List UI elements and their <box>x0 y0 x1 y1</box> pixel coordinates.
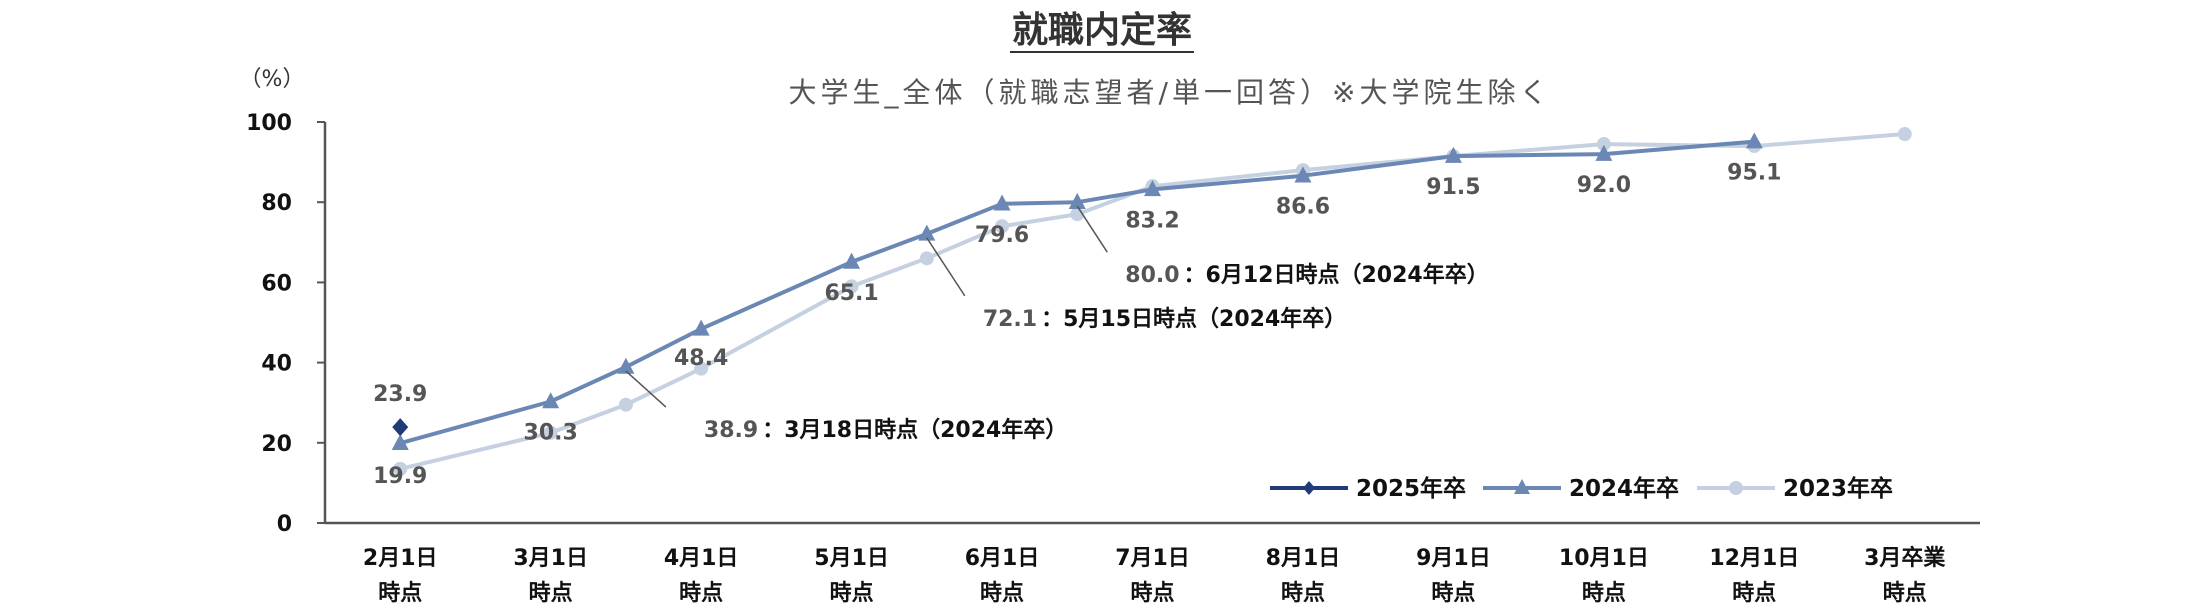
legend-marker <box>1729 481 1743 495</box>
data-point <box>1897 127 1912 142</box>
x-tick-label-sub: 時点 <box>980 580 1024 606</box>
x-tick-label-sub: 時点 <box>830 580 874 606</box>
callout-value: 80.0 <box>1125 263 1179 288</box>
callout-text: ：5月15日時点（2024年卒） <box>1041 306 1346 332</box>
data-label: 30.3 <box>524 420 578 445</box>
data-point <box>543 425 558 440</box>
data-label: 83.2 <box>1125 208 1179 233</box>
x-tick-label-sub: 時点 <box>1582 580 1626 606</box>
x-tick-label-sub: 時点 <box>1281 580 1325 606</box>
data-point <box>843 252 861 269</box>
series-layer <box>391 127 1912 476</box>
x-tick-label-sub: 時点 <box>1732 580 1776 606</box>
x-tick-label: 12月1日 <box>1709 546 1799 571</box>
legend-label: 2023年卒 <box>1783 475 1893 502</box>
data-point <box>1444 146 1462 163</box>
legend-label: 2025年卒 <box>1356 475 1466 502</box>
series-line <box>399 139 1755 446</box>
legend-label: 2024年卒 <box>1569 475 1679 502</box>
x-tick-label: 2月1日 <box>363 546 438 571</box>
x-tick-label-sub: 時点 <box>679 580 723 606</box>
chart-subtitle: 大学生_全体（就職志望者/単一回答）※大学院生除く <box>789 76 1552 109</box>
x-tick-label: 5月1日 <box>814 546 889 571</box>
x-tick-label: 7月1日 <box>1115 546 1190 571</box>
x-tick-label-sub: 時点 <box>1130 580 1174 606</box>
x-tick-label: 10月1日 <box>1559 546 1649 571</box>
series-line <box>399 132 1905 471</box>
legend-marker <box>1514 479 1530 494</box>
callout-value: 38.9 <box>704 418 758 443</box>
data-point <box>1595 144 1613 161</box>
data-point <box>692 319 710 336</box>
x-tick-label-sub: 時点 <box>1431 580 1475 606</box>
y-tick-label: 40 <box>261 352 292 377</box>
x-tick-label: 3月1日 <box>513 546 588 571</box>
data-point <box>542 392 560 409</box>
data-label: 91.5 <box>1426 175 1480 200</box>
data-point <box>694 361 709 376</box>
x-tick-label: 8月1日 <box>1266 546 1341 571</box>
y-tick-label: 100 <box>246 111 292 136</box>
legend-marker <box>1303 481 1315 495</box>
legend: 2025年卒 2024年卒 2023年卒 <box>1270 475 1893 502</box>
data-point <box>391 433 409 450</box>
x-tick-label-sub: 時点 <box>1883 580 1927 606</box>
y-tick-label: 0 <box>277 512 292 537</box>
data-point <box>993 194 1011 211</box>
callout-value: 72.1 <box>983 307 1037 332</box>
y-axis-unit: （%） <box>240 67 305 92</box>
callout-text: ：3月18日時点（2024年卒） <box>762 417 1067 443</box>
data-point <box>919 251 934 266</box>
data-point <box>844 279 859 294</box>
y-tick-label: 20 <box>261 432 292 457</box>
data-label: 65.1 <box>824 281 878 306</box>
y-tick-label: 60 <box>261 271 292 296</box>
y-tick-label: 80 <box>261 191 292 216</box>
data-point <box>995 219 1010 234</box>
data-point <box>1294 166 1312 183</box>
callout-leader <box>926 237 966 297</box>
x-tick-label: 4月1日 <box>664 546 739 571</box>
x-tick-label-sub: 時点 <box>378 580 422 606</box>
data-point <box>618 397 633 412</box>
callouts: 38.9 ：3月18日時点（2024年卒） 72.1 ：5月15日時点（2024年卒）… <box>625 205 1489 443</box>
data-point <box>1596 137 1611 152</box>
x-tick-label: 3月卒業 <box>1864 545 1946 571</box>
callout-leader <box>625 370 667 408</box>
data-label: 92.0 <box>1577 173 1631 198</box>
data-label: 48.4 <box>674 346 728 371</box>
data-labels: 23.9 19.9 30.3 48.4 65.1 79.6 83.2 86.6 91.5 92.0… <box>373 161 1781 490</box>
x-tick-label: 6月1日 <box>965 546 1040 571</box>
x-tick-label-sub: 時点 <box>529 580 573 606</box>
x-tick-label: 9月1日 <box>1416 546 1491 571</box>
data-point <box>392 418 409 437</box>
data-label: 95.1 <box>1727 161 1781 186</box>
data-label: 19.9 <box>373 464 427 489</box>
data-label: 79.6 <box>975 223 1029 248</box>
data-point <box>1068 192 1086 209</box>
data-label: 23.9 <box>373 382 427 407</box>
data-point <box>918 224 936 241</box>
data-point <box>1144 180 1161 197</box>
data-point <box>1745 132 1763 149</box>
chart-title: 就職内定率 <box>1012 10 1192 51</box>
callout-text: ：6月12日時点（2024年卒） <box>1184 262 1489 288</box>
callout-leader <box>1076 205 1108 253</box>
data-point <box>393 461 408 476</box>
data-point <box>617 357 635 374</box>
data-label: 86.6 <box>1276 195 1330 220</box>
